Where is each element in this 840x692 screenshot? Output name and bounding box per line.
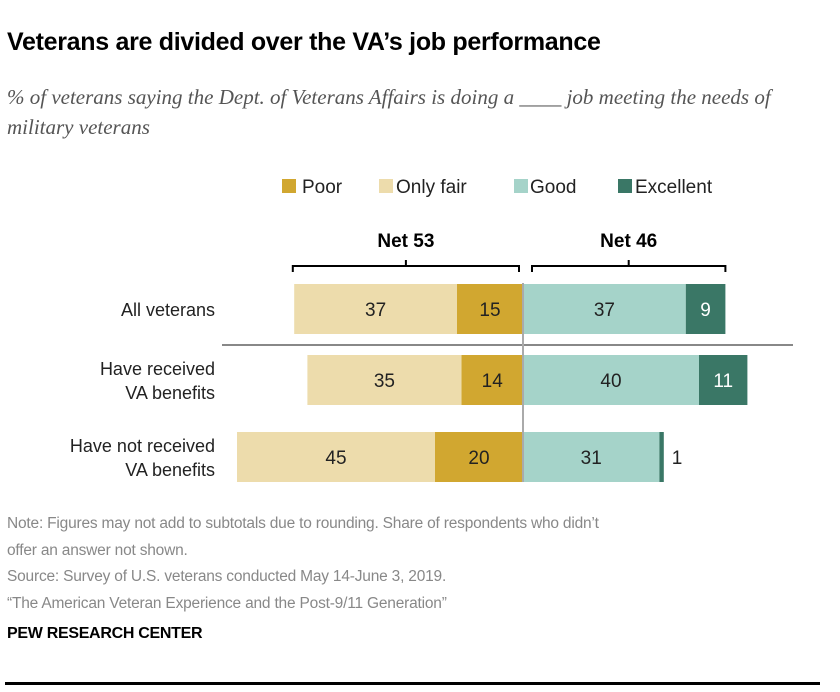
- bar-segment-poor: [457, 284, 523, 334]
- bar-segment-poor: [461, 355, 523, 405]
- row-label: All veterans: [121, 300, 215, 320]
- bar-segment-excellent: [659, 432, 664, 482]
- chart-subtitle: % of veterans saying the Dept. of Vetera…: [7, 85, 771, 139]
- bar-segment-only-fair: [237, 432, 435, 482]
- bar-segment-poor: [435, 432, 523, 482]
- bar-segment-excellent: [685, 284, 726, 334]
- row-label: Have not received: [70, 436, 215, 456]
- report-title: “The American Veteran Experience and the…: [7, 594, 447, 612]
- bottom-rule: [5, 682, 820, 685]
- chart-title: Veterans are divided over the VA’s job p…: [7, 28, 601, 56]
- legend-label-0: Poor: [302, 177, 343, 198]
- data-label: 45: [325, 448, 346, 469]
- legend-swatch-1: [379, 179, 393, 193]
- note-line-2: offer an answer not shown.: [7, 541, 188, 559]
- legend-label-2: Good: [530, 177, 576, 198]
- data-label: 35: [374, 371, 395, 392]
- bar-segment-only-fair: [307, 355, 462, 405]
- net-label-0: Net 53: [377, 231, 434, 252]
- footnotes: Note: Figures may not add to subtotals d…: [7, 511, 599, 617]
- row-label: VA benefits: [125, 460, 215, 480]
- data-label: 1: [672, 448, 683, 469]
- source-line: Source: Survey of U.S. veterans conducte…: [7, 568, 447, 585]
- legend-label-1: Only fair: [396, 177, 467, 198]
- data-label: 37: [594, 300, 615, 321]
- bar-segment-good: [523, 432, 660, 482]
- net-bracket-0: [291, 260, 520, 272]
- bar-segment-good: [523, 284, 686, 334]
- data-label: 15: [479, 300, 500, 321]
- data-label: 9: [700, 300, 711, 321]
- legend-swatch-3: [618, 179, 632, 193]
- data-label: 40: [600, 371, 621, 392]
- data-label: 14: [482, 371, 504, 392]
- bar-segment-excellent: [699, 355, 748, 405]
- legend-swatch-0: [282, 179, 296, 193]
- net-label-1: Net 46: [600, 231, 657, 252]
- data-label: 31: [581, 448, 602, 469]
- bar-segment-good: [523, 355, 699, 405]
- note-line-1: Note: Figures may not add to subtotals d…: [7, 515, 599, 532]
- data-label: 37: [365, 300, 386, 321]
- data-label: 11: [713, 371, 733, 392]
- legend-label-3: Excellent: [635, 177, 713, 198]
- row-label: VA benefits: [125, 383, 215, 403]
- row-label: Have received: [100, 359, 215, 379]
- pew-logo-text: PEW RESEARCH CENTER: [7, 625, 203, 642]
- bar-segment-only-fair: [294, 284, 457, 334]
- legend-swatch-2: [514, 179, 528, 193]
- net-bracket-1: [531, 260, 727, 272]
- data-label: 20: [468, 448, 489, 469]
